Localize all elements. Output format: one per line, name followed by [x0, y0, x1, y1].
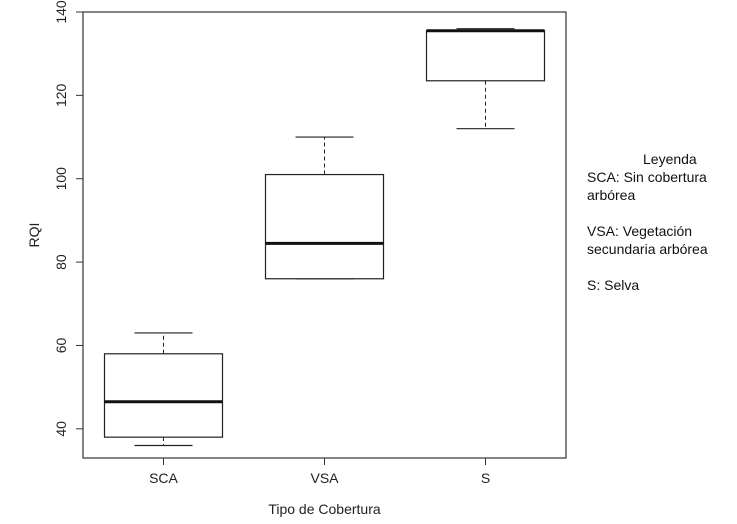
x-axis-label: Tipo de Cobertura: [268, 501, 381, 517]
box-iqr-sca: [103, 353, 224, 438]
y-tick-label-140: 140: [53, 0, 69, 24]
x-tick-label-s: S: [481, 470, 490, 486]
legend: Leyenda SCA: Sin cobertura arbórea VSA: …: [587, 150, 735, 294]
y-tick-label-80: 80: [53, 254, 69, 270]
y-tick-label-100: 100: [53, 167, 69, 191]
box-vsa: [264, 136, 385, 280]
y-axis: 40 60 80 100 120 140: [53, 0, 83, 437]
y-tick-label-120: 120: [53, 83, 69, 107]
box-s: [425, 28, 546, 130]
x-axis: SCA VSA S: [149, 458, 490, 486]
box-series: [103, 28, 546, 447]
y-axis-label: RQI: [26, 223, 42, 248]
y-tick-label-60: 60: [53, 337, 69, 353]
y-tick-label-40: 40: [53, 421, 69, 437]
box-sca: [103, 332, 224, 447]
box-iqr-vsa: [264, 173, 385, 280]
box-iqr-s: [425, 30, 546, 82]
legend-entry-s: S: Selva: [587, 277, 640, 293]
x-tick-label-vsa: VSA: [310, 470, 339, 486]
x-tick-label-sca: SCA: [149, 470, 178, 486]
legend-entry-vsa: VSA: Vegetación secundaria arbórea: [587, 223, 708, 257]
legend-entry-sca: SCA: Sin cobertura arbórea: [587, 169, 707, 203]
legend-title: Leyenda: [643, 151, 697, 167]
